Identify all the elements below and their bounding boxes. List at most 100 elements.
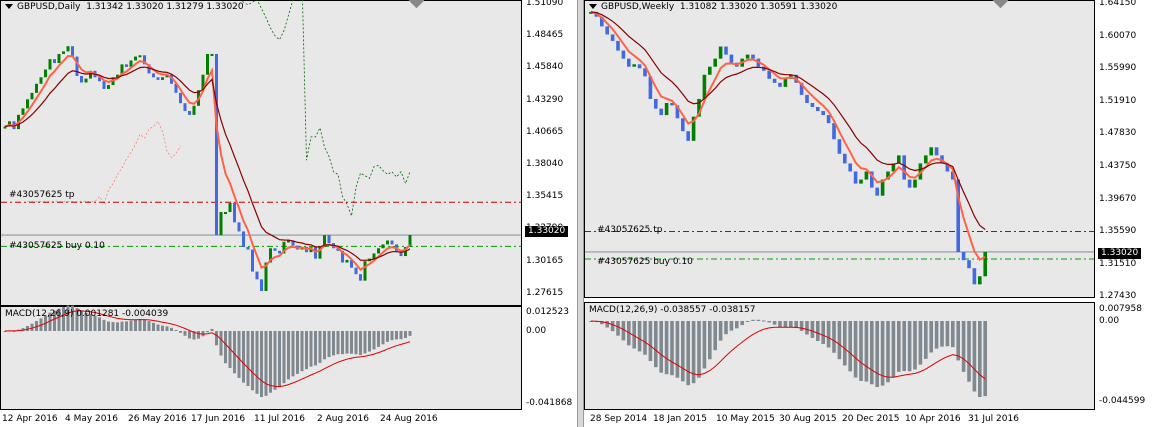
macd-histogram-bar	[848, 321, 852, 372]
macd-histogram-bar	[183, 331, 187, 336]
macd-histogram-bar	[637, 321, 642, 352]
macd-histogram-bar	[643, 321, 647, 355]
price-bar	[681, 118, 685, 132]
macd-histogram-bar	[134, 319, 137, 331]
macd-histogram-bar	[62, 307, 65, 331]
macd-histogram-bar	[84, 312, 88, 331]
price-bar	[125, 64, 128, 67]
weekly-macd-plot[interactable]: MACD(12,26,9) -0.038557 -0.038157	[584, 302, 1095, 410]
macd-histogram-bar	[107, 321, 110, 331]
price-bar	[363, 261, 367, 281]
price-bar	[832, 123, 836, 140]
macd-histogram-bar	[386, 331, 389, 342]
macd-histogram-bar	[192, 331, 196, 340]
macd-histogram-bar	[332, 331, 335, 356]
macd-histogram-bar	[237, 331, 241, 378]
price-bar	[870, 171, 874, 188]
price-bar	[729, 54, 734, 63]
macd-signal-line	[590, 320, 986, 380]
price-tick-label: 1.60070	[1099, 30, 1137, 41]
chart-menu-icon[interactable]	[5, 4, 13, 9]
price-bar	[929, 147, 933, 156]
macd-histogram-bar	[740, 321, 744, 326]
price-bar	[821, 111, 825, 116]
macd-tick-max: 0.012523	[526, 307, 569, 317]
macd-histogram-bar	[708, 321, 712, 360]
macd-histogram-bar	[120, 321, 124, 331]
price-bar	[134, 56, 137, 61]
price-bar	[600, 16, 604, 27]
weekly-price-plot[interactable]: GBPUSD,Weekly 1.31082 1.33020 1.30591 1.…	[584, 0, 1095, 298]
price-bar	[35, 83, 38, 93]
macd-histogram-bar	[156, 324, 160, 331]
macd-histogram-bar	[843, 321, 847, 366]
macd-signal-line	[4, 310, 411, 388]
macd-histogram-bar	[691, 321, 696, 384]
macd-histogram-bar	[48, 312, 52, 331]
macd-histogram-bar	[902, 321, 906, 372]
macd-histogram-bar	[821, 321, 825, 344]
price-bar	[934, 147, 939, 156]
macd-histogram-bar	[125, 321, 128, 331]
window-splitter[interactable]	[577, 0, 584, 427]
weekly-chart-window[interactable]: GBPUSD,Weekly 1.31082 1.33020 1.30591 1.…	[584, 0, 1155, 427]
date-tick-label: 18 Jan 2015	[653, 414, 707, 424]
macd-histogram-bar	[924, 321, 928, 359]
daily-chart-window[interactable]: GBPUSD,Daily 1.31342 1.33020 1.31279 1.3…	[0, 0, 577, 427]
price-bar	[161, 77, 164, 80]
macd-tick-min: -0.044599	[1099, 396, 1146, 406]
price-bar	[318, 246, 322, 259]
price-bar	[260, 279, 263, 292]
price-bar	[273, 248, 277, 251]
macd-histogram-bar	[260, 331, 263, 397]
macd-histogram-bar	[610, 321, 615, 332]
price-bar	[269, 248, 272, 263]
price-bar	[767, 70, 771, 79]
date-tick-label: 31 Jul 2016	[968, 414, 1019, 424]
price-bar	[848, 163, 852, 172]
daily-macd-plot[interactable]: MACD(12,26,9) 0.001281 -0.004039	[0, 305, 522, 410]
macd-histogram-bar	[327, 331, 331, 357]
macd-histogram-bar	[859, 321, 863, 381]
price-tick-label: 1.35415	[526, 191, 564, 202]
macd-histogram-bar	[129, 320, 133, 331]
price-bar	[57, 53, 61, 64]
price-bar	[632, 64, 636, 67]
price-bar	[886, 171, 890, 180]
price-bar	[84, 78, 88, 83]
price-bar	[98, 77, 101, 82]
price-tick-label: 1.27615	[526, 287, 564, 298]
price-bar	[291, 240, 295, 246]
macd-histogram-bar	[659, 321, 663, 373]
macd-histogram-bar	[35, 321, 38, 331]
price-bar	[924, 155, 928, 164]
price-bar	[399, 250, 403, 257]
macd-histogram-bar	[161, 325, 164, 331]
price-bar	[251, 249, 254, 272]
price-tick-label: 1.27430	[1099, 291, 1137, 302]
macd-histogram-bar	[789, 321, 793, 328]
price-tick-label: 1.43750	[1099, 161, 1137, 171]
price-bar	[345, 259, 349, 263]
daily-price-plot[interactable]: GBPUSD,Daily 1.31342 1.33020 1.31279 1.3…	[0, 0, 522, 306]
date-tick-label: 12 Apr 2016	[2, 414, 58, 424]
macd-histogram-bar	[224, 331, 227, 364]
price-bar	[686, 131, 690, 141]
macd-histogram-bar	[605, 321, 609, 328]
price-bar	[179, 92, 182, 104]
price-bar	[837, 139, 842, 154]
macd-histogram-bar	[269, 331, 272, 393]
price-bar	[44, 69, 47, 78]
daily-price-svg	[1, 0, 521, 292]
macd-histogram-bar	[978, 321, 982, 397]
price-tick-label: 1.38040	[526, 159, 564, 169]
price-bar	[897, 155, 901, 164]
price-bar	[228, 202, 232, 212]
daily-macd-svg	[3, 305, 412, 397]
macd-histogram-bar	[951, 321, 955, 348]
price-bar	[165, 74, 169, 78]
macd-histogram-bar	[309, 331, 313, 367]
price-bar	[816, 107, 820, 112]
chart-menu-icon[interactable]	[589, 4, 597, 9]
fast-ma-line	[590, 10, 986, 261]
